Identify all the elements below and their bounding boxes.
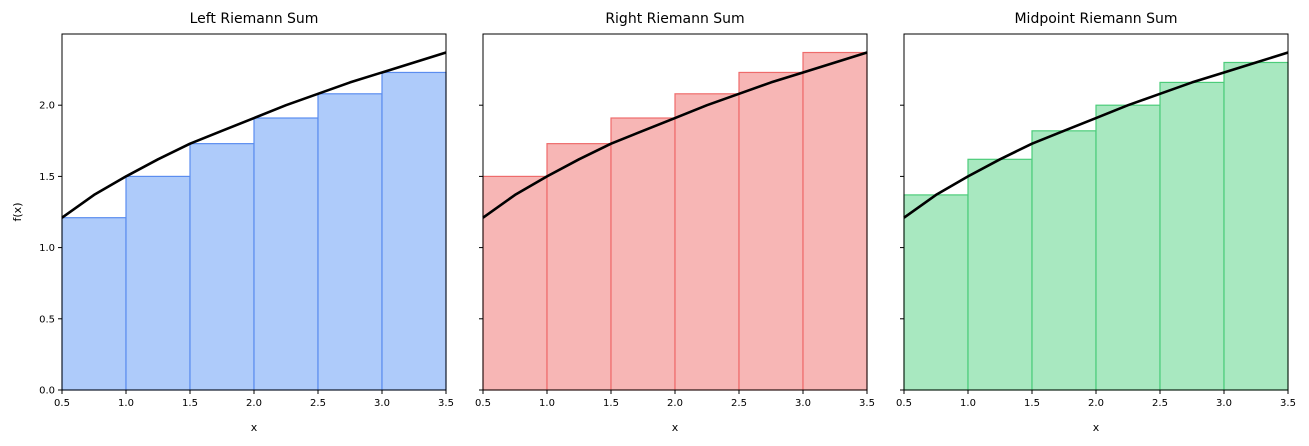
y-tick-label: 0.5 — [39, 314, 55, 325]
riemann-bar — [61, 217, 127, 391]
y-tick-label: 1.5 — [39, 172, 55, 183]
chart-panel: 0.5 1.0 1.5 2.0 2.5 3.0 3.5 Midpoint Riemann Su… — [896, 11, 1296, 434]
riemann-bar — [1031, 130, 1097, 391]
chart-panel: 0.5 1.0 1.5 2.0 2.5 3.0 3.50.00.51.01.52.0Left… — [11, 11, 454, 434]
x-axis-label: x — [672, 421, 679, 434]
chart-title: Right Riemann Sum — [605, 11, 744, 27]
x-tick-label: 2.5 — [1152, 398, 1168, 409]
x-tick-label: 3.0 — [374, 398, 390, 409]
riemann-bar — [802, 51, 868, 391]
chart-panel: 0.5 1.0 1.5 2.0 2.5 3.0 3.5 Right Riemann Sum x — [475, 11, 875, 434]
x-tick-label: 1.0 — [118, 398, 134, 409]
riemann-bar — [125, 175, 191, 391]
riemann-bar — [546, 143, 612, 391]
x-tick-label: 1.5 — [182, 398, 198, 409]
riemann-bar — [317, 93, 383, 391]
chart-title: Left Riemann Sum — [190, 11, 319, 27]
x-axis-label: x — [251, 421, 258, 434]
riemann-bar — [674, 93, 740, 391]
riemann-bar — [967, 158, 1033, 391]
x-tick-label: 3.0 — [1216, 398, 1232, 409]
x-tick-label: 1.0 — [960, 398, 976, 409]
x-tick-label: 3.5 — [859, 398, 875, 409]
riemann-bar — [738, 71, 804, 391]
x-tick-label: 3.5 — [438, 398, 454, 409]
function-curve — [903, 51, 1289, 219]
y-tick-label: 1.0 — [39, 243, 55, 254]
x-tick-label: 1.5 — [603, 398, 619, 409]
riemann-bar — [610, 117, 676, 391]
x-tick-label: 2.5 — [310, 398, 326, 409]
x-tick-label: 0.5 — [54, 398, 70, 409]
x-tick-label: 2.0 — [1088, 398, 1104, 409]
x-tick-label: 0.5 — [475, 398, 491, 409]
y-tick-label: 2.0 — [39, 101, 55, 112]
riemann-bar — [1223, 61, 1289, 391]
function-curve — [61, 51, 447, 219]
x-tick-label: 1.0 — [539, 398, 555, 409]
x-axis-label: x — [1093, 421, 1100, 434]
chart-title: Midpoint Riemann Sum — [1014, 11, 1177, 27]
riemann-bar — [1095, 104, 1161, 391]
y-tick-label: 0.0 — [39, 386, 55, 397]
x-tick-label: 2.5 — [731, 398, 747, 409]
x-tick-label: 3.5 — [1280, 398, 1296, 409]
x-tick-label: 0.5 — [896, 398, 912, 409]
riemann-bar — [253, 117, 319, 391]
riemann-bar — [1159, 81, 1225, 391]
riemann-bar — [903, 194, 969, 391]
riemann-bar — [381, 71, 447, 391]
riemann-bar — [482, 175, 548, 391]
x-tick-label: 2.0 — [667, 398, 683, 409]
function-curve — [482, 51, 868, 219]
riemann-bar — [189, 143, 255, 391]
y-axis-label: f(x) — [11, 203, 24, 222]
x-tick-label: 1.5 — [1024, 398, 1040, 409]
x-tick-label: 2.0 — [246, 398, 262, 409]
x-tick-label: 3.0 — [795, 398, 811, 409]
